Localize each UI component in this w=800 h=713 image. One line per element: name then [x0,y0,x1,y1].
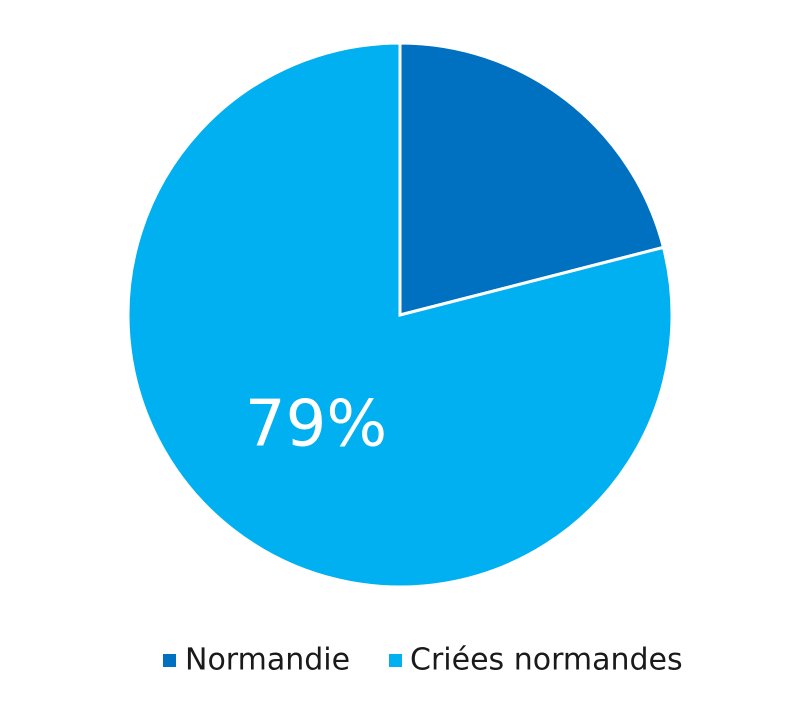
legend-item-criees-normandes: Criées normandes [389,643,683,678]
legend-label-criees-normandes: Criées normandes [410,643,683,678]
chart-legend: Normandie Criées normandes [163,643,683,678]
pie-data-labels: 79% [245,388,387,462]
legend-label-normandie: Normandie [185,643,350,678]
data-label-criees-normandes: 79% [245,388,387,462]
legend-item-normandie: Normandie [163,643,350,678]
pie-slices [126,41,674,589]
legend-swatch-normandie [163,654,176,667]
pie-slice-normandie [398,41,666,317]
legend-swatch-criees-normandes [389,654,402,667]
pie-slice-criees-normandes [126,41,674,589]
